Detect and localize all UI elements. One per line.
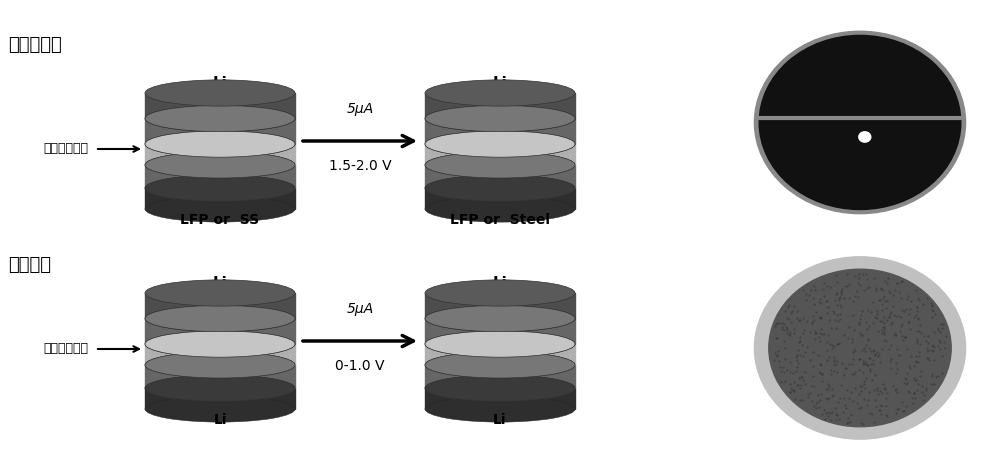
Text: 不对称电池: 不对称电池 — [8, 36, 62, 54]
Ellipse shape — [145, 106, 295, 132]
Ellipse shape — [145, 175, 295, 201]
Ellipse shape — [145, 375, 295, 401]
Ellipse shape — [145, 106, 295, 132]
Text: 5μA: 5μA — [346, 102, 374, 116]
Polygon shape — [425, 144, 575, 165]
Text: 0-1.0 V: 0-1.0 V — [335, 359, 385, 373]
Ellipse shape — [145, 131, 295, 157]
Ellipse shape — [425, 152, 575, 178]
Ellipse shape — [145, 196, 295, 222]
Polygon shape — [145, 388, 295, 409]
Polygon shape — [425, 388, 575, 409]
Ellipse shape — [425, 106, 575, 132]
Polygon shape — [425, 293, 575, 318]
Polygon shape — [425, 318, 575, 344]
Circle shape — [759, 35, 961, 210]
Text: 对称电池: 对称电池 — [8, 256, 51, 274]
Text: LFP or  SS: LFP or SS — [180, 213, 260, 227]
Ellipse shape — [425, 175, 575, 201]
Circle shape — [754, 31, 966, 214]
Ellipse shape — [425, 352, 575, 378]
Ellipse shape — [425, 331, 575, 357]
Ellipse shape — [425, 280, 575, 306]
Ellipse shape — [145, 305, 295, 332]
Ellipse shape — [145, 375, 295, 401]
Polygon shape — [145, 93, 295, 119]
Text: 5μA: 5μA — [346, 302, 374, 316]
Polygon shape — [145, 293, 295, 318]
Ellipse shape — [145, 331, 295, 357]
Ellipse shape — [145, 131, 295, 157]
Ellipse shape — [145, 80, 295, 106]
Ellipse shape — [145, 331, 295, 357]
Ellipse shape — [425, 196, 575, 222]
Circle shape — [859, 132, 871, 142]
Polygon shape — [425, 365, 575, 388]
Text: Li: Li — [213, 76, 227, 91]
Polygon shape — [425, 93, 575, 119]
Ellipse shape — [425, 131, 575, 157]
Ellipse shape — [145, 352, 295, 378]
Polygon shape — [145, 344, 295, 365]
Ellipse shape — [145, 352, 295, 378]
Ellipse shape — [145, 152, 295, 178]
Ellipse shape — [425, 331, 575, 357]
Polygon shape — [145, 318, 295, 344]
Ellipse shape — [425, 175, 575, 201]
Ellipse shape — [425, 106, 575, 132]
Polygon shape — [425, 119, 575, 144]
Ellipse shape — [425, 131, 575, 157]
Polygon shape — [145, 144, 295, 165]
Text: Li: Li — [213, 413, 227, 427]
Polygon shape — [425, 188, 575, 209]
Polygon shape — [145, 188, 295, 209]
Polygon shape — [425, 344, 575, 365]
Text: Li: Li — [493, 276, 507, 291]
Ellipse shape — [425, 152, 575, 178]
Ellipse shape — [425, 305, 575, 332]
Ellipse shape — [145, 280, 295, 306]
Ellipse shape — [425, 375, 575, 401]
Ellipse shape — [145, 396, 295, 422]
Text: Li: Li — [493, 76, 507, 91]
Circle shape — [754, 257, 966, 439]
Polygon shape — [145, 119, 295, 144]
Ellipse shape — [425, 375, 575, 401]
Ellipse shape — [145, 175, 295, 201]
Text: 固态电解质膜: 固态电解质膜 — [43, 143, 88, 155]
Ellipse shape — [425, 305, 575, 332]
Text: Li: Li — [493, 413, 507, 427]
Ellipse shape — [145, 305, 295, 332]
Ellipse shape — [425, 352, 575, 378]
Ellipse shape — [425, 396, 575, 422]
Ellipse shape — [145, 152, 295, 178]
Text: LFP or  Steel: LFP or Steel — [450, 213, 550, 227]
Circle shape — [769, 269, 951, 427]
Text: Li: Li — [213, 276, 227, 291]
Polygon shape — [425, 165, 575, 188]
Ellipse shape — [425, 80, 575, 106]
Polygon shape — [145, 365, 295, 388]
Text: 1.5-2.0 V: 1.5-2.0 V — [329, 159, 391, 173]
Polygon shape — [145, 165, 295, 188]
Text: 固态电解质膜: 固态电解质膜 — [43, 342, 88, 356]
